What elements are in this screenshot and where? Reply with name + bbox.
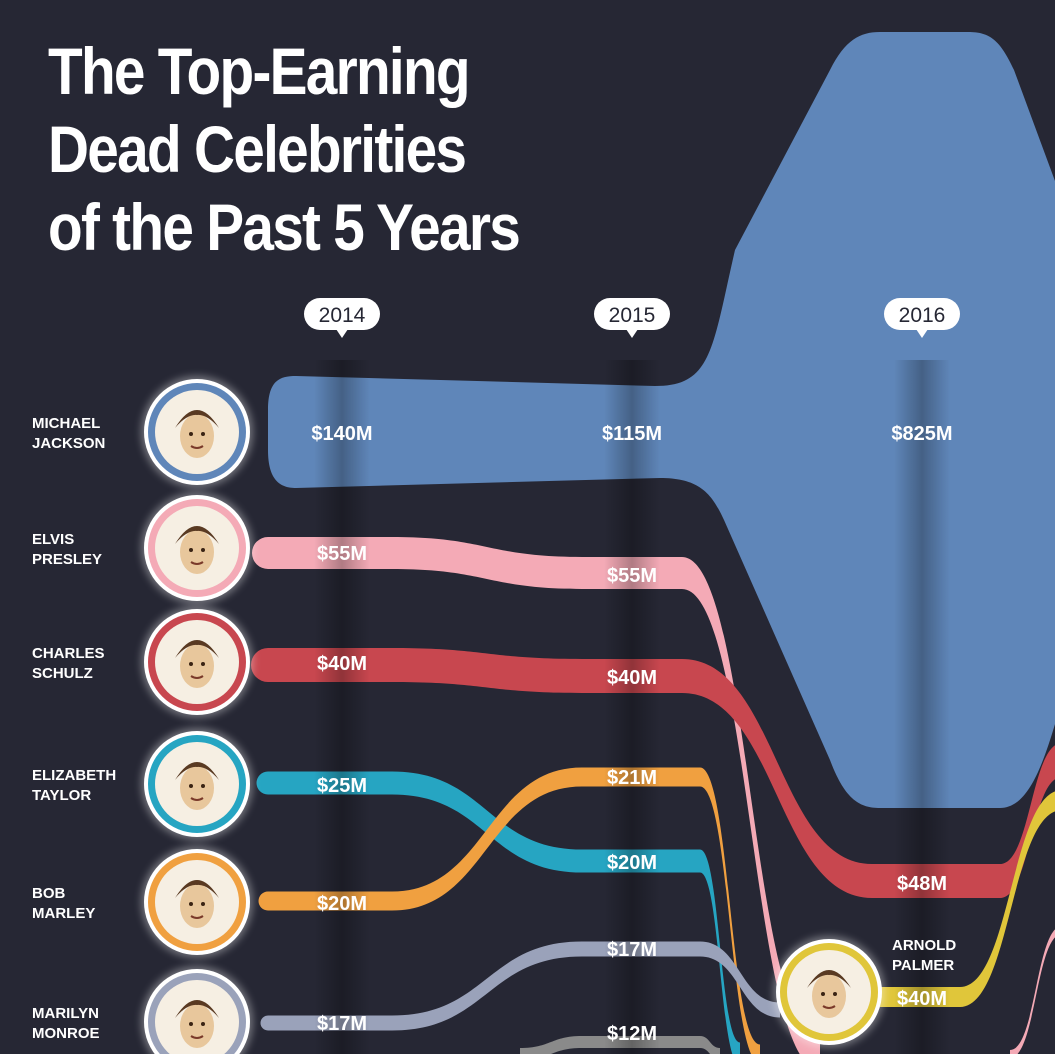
celebrity-name-line2: TAYLOR (32, 787, 91, 804)
portrait-eye (189, 548, 193, 552)
value-label-2014: $25M (317, 775, 367, 797)
value-label-2015: $12M (607, 1023, 657, 1045)
title-line-3: of the Past 5 Years (48, 190, 521, 264)
value-label-2015: $55M (607, 565, 657, 587)
year-label-2016: 2016 (899, 304, 946, 327)
celebrity-name-line2: SCHULZ (32, 665, 93, 682)
year-label-2015: 2015 (609, 304, 656, 327)
band-bob-marley (258, 767, 760, 1054)
marilyn-monroe-portrait-icon (141, 966, 253, 1054)
value-label-2015: $40M (607, 667, 657, 689)
value-label-2015: $21M (607, 767, 657, 789)
portrait-hair (175, 410, 219, 428)
value-label-2016: $825M (891, 423, 952, 445)
band-michael-jackson (268, 32, 1055, 808)
title-line-1: The Top-Earning (48, 34, 471, 108)
portrait-mouth (190, 1035, 204, 1039)
year-column-shade-2014 (314, 360, 370, 1054)
portrait-eye (189, 1022, 193, 1026)
portrait-face (180, 766, 214, 810)
portrait-hair (175, 1000, 219, 1018)
year-badge-pointer (626, 329, 638, 338)
value-label-2016: $48M (897, 873, 947, 895)
band-edge-right (1010, 929, 1055, 1054)
portrait-face (180, 644, 214, 688)
portrait-eye (201, 432, 205, 436)
arnold-palmer-portrait-icon (773, 936, 885, 1048)
new-entry-name-line2: PALMER (892, 957, 954, 974)
portrait-mouth (190, 915, 204, 919)
year-badge-pointer (336, 329, 348, 338)
portrait-eye (189, 902, 193, 906)
bob-marley-portrait-icon (141, 846, 253, 958)
portrait-eye (189, 784, 193, 788)
band-marilyn-monroe (260, 941, 780, 1031)
celebrity-name-line2: JACKSON (32, 435, 105, 452)
year-column-shade-2016 (894, 360, 950, 1054)
year-column-shade-2015 (604, 360, 660, 1054)
celebrity-name-line1: ELIZABETH (32, 767, 116, 784)
portrait-mouth (190, 797, 204, 801)
year-badge-pointer (916, 329, 928, 338)
portrait-face (180, 1004, 214, 1048)
portrait-eye (201, 1022, 205, 1026)
michael-jackson-portrait-icon (141, 376, 253, 488)
celebrity-name-line1: MICHAEL (32, 415, 100, 432)
celebrity-name-line1: BOB (32, 885, 66, 902)
celebrity-name-line1: CHARLES (32, 645, 105, 662)
celebrity-name-line2: PRESLEY (32, 551, 102, 568)
celebrity-name-line2: MARLEY (32, 905, 95, 922)
value-label-2015: $17M (607, 939, 657, 961)
new-entry-name-line1: ARNOLD (892, 937, 956, 954)
portrait-eye (201, 662, 205, 666)
year-badge-2015 (594, 298, 670, 330)
portrait-hair (175, 880, 219, 898)
portrait-mouth (190, 445, 204, 449)
portrait-eye (189, 432, 193, 436)
celebrity-name-line1: MARILYN (32, 1005, 99, 1022)
portrait-mouth (822, 1005, 836, 1009)
portrait-eye (201, 784, 205, 788)
band-arnold-palmer (880, 791, 1055, 1007)
portrait-eye (189, 662, 193, 666)
value-label-2014: $140M (311, 423, 372, 445)
portrait-face (180, 414, 214, 458)
portrait-eye (821, 992, 825, 996)
value-label-2014: $17M (317, 1013, 367, 1035)
year-label-2014: 2014 (319, 304, 366, 327)
portrait-mouth (190, 561, 204, 565)
charles-schulz-portrait-icon (141, 606, 253, 718)
year-badge-2016 (884, 298, 960, 330)
value-label-2015: $115M (602, 423, 662, 445)
value-label-2014: $40M (317, 653, 367, 675)
portrait-hair (175, 762, 219, 780)
title-line-2: Dead Celebrities (48, 112, 467, 186)
portrait-hair (175, 640, 219, 658)
chart-title: The Top-Earning Dead Celebrities of the … (48, 32, 521, 266)
elvis-presley-portrait-icon (141, 492, 253, 604)
portrait-mouth (190, 675, 204, 679)
portrait-eye (201, 902, 205, 906)
value-label-2014: $20M (317, 893, 367, 915)
portrait-face (180, 884, 214, 928)
value-label-2016: $40M (897, 988, 947, 1010)
elizabeth-taylor-portrait-icon (141, 728, 253, 840)
portrait-eye (201, 548, 205, 552)
value-label-2014: $55M (317, 543, 367, 565)
portrait-hair (175, 526, 219, 544)
value-label-2015: $20M (607, 852, 657, 874)
year-badge-2014 (304, 298, 380, 330)
portrait-eye (833, 992, 837, 996)
celebrity-name-line1: ELVIS (32, 531, 74, 548)
portrait-face (812, 974, 846, 1018)
portrait-hair (807, 970, 851, 988)
celebrity-name-line2: MONROE (32, 1025, 100, 1042)
portrait-face (180, 530, 214, 574)
